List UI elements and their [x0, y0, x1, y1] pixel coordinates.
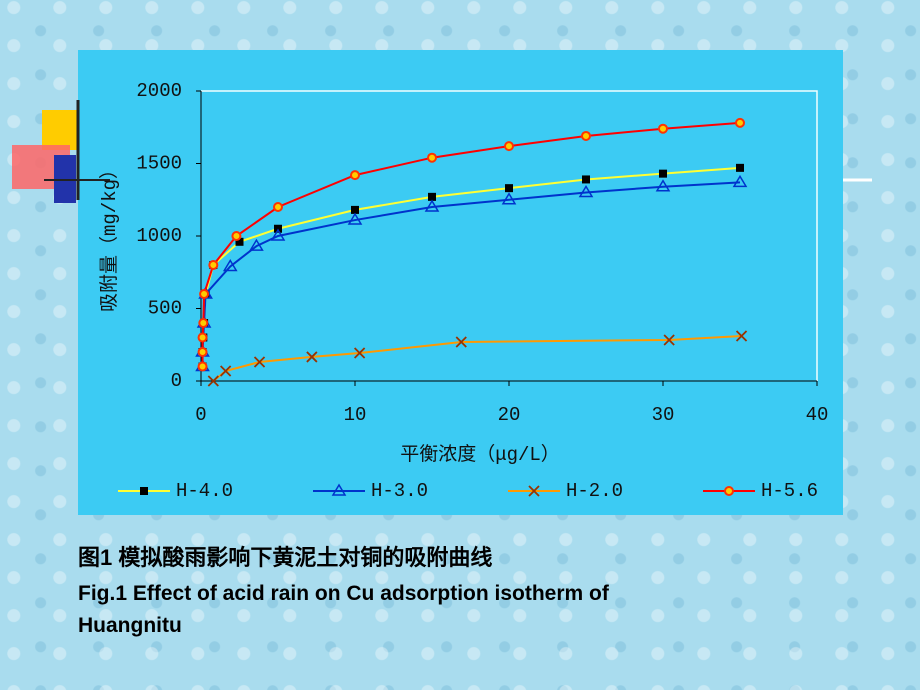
data-point: [197, 347, 208, 357]
data-point: [350, 170, 360, 181]
data-point: [504, 141, 514, 152]
data-point: [220, 365, 232, 377]
deco-yellow: [42, 110, 78, 150]
data-point: [501, 192, 517, 205]
legend-label: H-2.0: [566, 480, 623, 502]
y-axis-label: 吸附量（mg/kg）: [98, 160, 121, 312]
x-axis-label: 平衡浓度（μg/L）: [400, 443, 560, 466]
data-point: [207, 375, 219, 387]
data-point: [428, 192, 436, 201]
chart: 吸附量（mg/kg） 平衡浓度（μg/L） 0 500 1000 1500 2000 0 1…: [12, 50, 872, 515]
data-point: [655, 179, 671, 192]
caption-english: Fig.1 Effect of acid rain on Cu adsorpti…: [78, 582, 609, 605]
series-line: [212, 335, 742, 382]
y-tick-label: 2000: [136, 80, 182, 102]
data-point: [735, 330, 748, 342]
y-tick-label: 1000: [136, 225, 182, 247]
legend-marker: [331, 483, 347, 496]
data-point: [732, 174, 748, 188]
legend-label: H-4.0: [176, 480, 233, 502]
legend-label: H-5.6: [761, 480, 818, 502]
data-point: [253, 356, 266, 368]
data-point: [582, 175, 590, 184]
x-tick-label: 0: [195, 404, 206, 426]
data-point: [273, 202, 283, 212]
data-point: [270, 228, 286, 241]
data-point: [505, 184, 513, 193]
chart-panel: [78, 50, 843, 515]
data-point: [735, 117, 745, 128]
data-point: [231, 231, 242, 241]
data-point: [197, 332, 208, 343]
data-point: [351, 205, 359, 214]
legend-marker: [528, 485, 540, 497]
caption-chinese: 图1 模拟酸雨影响下黄泥土对铜的吸附曲线: [78, 545, 493, 570]
data-point: [222, 258, 238, 272]
data-point: [197, 361, 208, 372]
data-point: [235, 237, 244, 246]
data-point: [736, 163, 744, 172]
data-point: [306, 351, 318, 363]
data-point: [198, 318, 209, 328]
legend-marker: [140, 487, 148, 495]
data-point: [658, 123, 668, 134]
y-tick-label: 0: [171, 370, 182, 392]
legend-label: H-3.0: [371, 480, 428, 502]
data-point: [249, 238, 264, 251]
caption-english: Huangnitu: [78, 614, 182, 637]
data-point: [427, 152, 437, 163]
x-tick-label: 40: [806, 404, 829, 426]
data-point: [424, 199, 440, 212]
plot-border: [201, 90, 818, 381]
legend-marker: [724, 486, 734, 496]
x-tick-label: 20: [498, 404, 521, 426]
y-tick-label: 500: [148, 298, 182, 320]
data-point: [659, 169, 667, 178]
y-tick-label: 1500: [136, 153, 182, 175]
data-point: [347, 212, 363, 225]
x-tick-label: 30: [652, 404, 675, 426]
data-point: [581, 130, 591, 141]
data-point: [199, 289, 210, 299]
data-point: [208, 260, 219, 270]
data-point: [578, 185, 594, 198]
x-tick-label: 10: [344, 404, 367, 426]
data-point: [455, 336, 467, 348]
data-point: [353, 347, 366, 359]
data-point: [663, 334, 675, 346]
